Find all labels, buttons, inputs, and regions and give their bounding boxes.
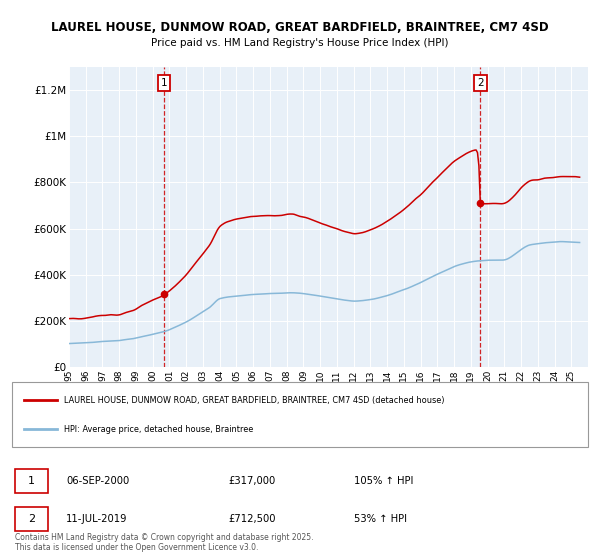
Text: 1: 1 — [161, 78, 167, 88]
Text: Price paid vs. HM Land Registry's House Price Index (HPI): Price paid vs. HM Land Registry's House … — [151, 38, 449, 48]
Text: 06-SEP-2000: 06-SEP-2000 — [66, 476, 129, 486]
Bar — [15, 507, 48, 531]
Text: LAUREL HOUSE, DUNMOW ROAD, GREAT BARDFIELD, BRAINTREE, CM7 4SD: LAUREL HOUSE, DUNMOW ROAD, GREAT BARDFIE… — [51, 21, 549, 34]
Text: 105% ↑ HPI: 105% ↑ HPI — [354, 476, 413, 486]
Text: Contains HM Land Registry data © Crown copyright and database right 2025.
This d: Contains HM Land Registry data © Crown c… — [15, 533, 314, 553]
Text: 11-JUL-2019: 11-JUL-2019 — [66, 514, 128, 524]
Text: £712,500: £712,500 — [228, 514, 275, 524]
Text: LAUREL HOUSE, DUNMOW ROAD, GREAT BARDFIELD, BRAINTREE, CM7 4SD (detached house): LAUREL HOUSE, DUNMOW ROAD, GREAT BARDFIE… — [64, 396, 445, 405]
Bar — [15, 469, 48, 493]
Text: 1: 1 — [28, 476, 35, 486]
Text: 2: 2 — [477, 78, 484, 88]
Text: 53% ↑ HPI: 53% ↑ HPI — [354, 514, 407, 524]
Text: £317,000: £317,000 — [228, 476, 275, 486]
Text: HPI: Average price, detached house, Braintree: HPI: Average price, detached house, Brai… — [64, 424, 253, 433]
Bar — [12, 382, 588, 447]
Text: 2: 2 — [28, 514, 35, 524]
